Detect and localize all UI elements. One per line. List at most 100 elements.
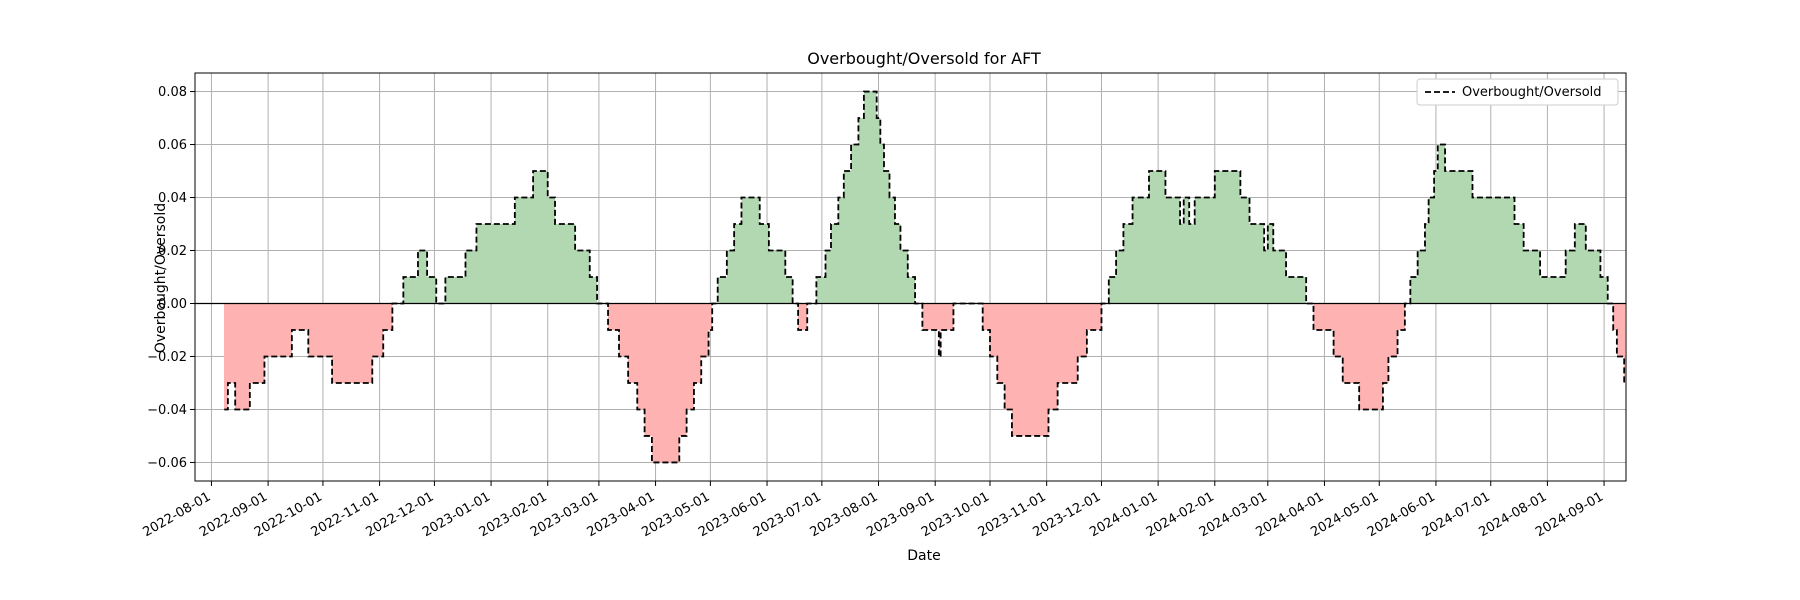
overbought-fill <box>1165 197 1181 304</box>
series-line-overbought-oversold <box>224 90 1626 464</box>
y-tick-label: 0.04 <box>158 191 187 206</box>
overbought-fill <box>889 197 895 304</box>
overbought-fill <box>900 250 908 304</box>
oversold-fill <box>1313 303 1334 330</box>
overbought-fill <box>838 197 844 304</box>
overbought-fill <box>894 224 901 304</box>
overbought-fill <box>843 171 852 304</box>
oversold-fill <box>227 303 236 383</box>
oversold-fill <box>922 303 939 330</box>
oversold-fill <box>708 303 713 330</box>
oversold-fill <box>249 303 265 383</box>
overbought-fill <box>1445 171 1473 304</box>
overbought-fill <box>1264 250 1268 304</box>
overbought-fill <box>880 144 884 304</box>
oversold-fill <box>383 303 393 330</box>
overbought-fill <box>1565 250 1575 304</box>
overbought-fill <box>1214 171 1241 304</box>
overbought-fill <box>1249 224 1265 304</box>
overbought-fill <box>1410 277 1418 304</box>
overbought-fill <box>858 118 864 304</box>
oversold-fill <box>1004 303 1012 410</box>
oversold-fill <box>332 303 373 383</box>
oversold-fill <box>1048 303 1058 410</box>
chart-title: Overbought/Oversold for AFT <box>807 49 1041 68</box>
oversold-fill <box>264 303 292 357</box>
oversold-fill <box>990 303 998 357</box>
y-axis: −0.06 −0.04 −0.02 0.00 0.02 0.04 0.06 0.08 <box>147 85 195 471</box>
overbought-fill <box>851 144 859 304</box>
oversold-fill <box>628 303 638 383</box>
oversold-fill <box>1397 303 1405 330</box>
legend: Overbought/Oversold <box>1416 78 1619 106</box>
legend-label: Overbought/Oversold <box>1462 85 1602 100</box>
overbought-fill <box>1123 224 1133 304</box>
oversold-fill <box>1333 303 1343 357</box>
overbought-fill <box>1424 224 1429 304</box>
series-lines <box>224 90 1626 464</box>
overbought-fill <box>427 277 437 304</box>
overbought-fill <box>1180 224 1184 304</box>
overbought-fill <box>768 250 786 304</box>
y-tick-label: 0.02 <box>158 244 187 259</box>
overbought-fill <box>1183 197 1190 304</box>
oversold-fill <box>997 303 1005 383</box>
overbought-fill <box>555 224 576 304</box>
overbought-fill <box>1514 224 1524 304</box>
overbought-fill <box>884 171 890 304</box>
overbought-fill <box>575 250 590 304</box>
oversold-fill <box>224 303 228 410</box>
oversold-fill <box>1382 303 1389 383</box>
area-fills <box>224 91 1626 463</box>
oversold-fill <box>1086 303 1102 330</box>
y-tick-label: −0.06 <box>147 456 187 471</box>
overbought-fill <box>465 250 477 304</box>
overbought-fill <box>1267 224 1274 304</box>
oversold-fill <box>693 303 702 383</box>
overbought-fill <box>734 224 742 304</box>
oversold-fill <box>701 303 709 357</box>
oversold-fill <box>1077 303 1087 357</box>
oversold-fill <box>651 303 680 463</box>
overbought-fill <box>417 250 428 304</box>
overbought-fill <box>1132 197 1149 304</box>
plot-frame <box>194 72 1627 482</box>
overbought-fill <box>717 277 727 304</box>
x-axis-label: Date <box>907 548 940 564</box>
oversold-fill <box>686 303 694 410</box>
oversold-fill <box>308 303 333 357</box>
oversold-fill <box>608 303 619 330</box>
overbought-fill <box>1437 144 1446 304</box>
oversold-fill <box>637 303 645 410</box>
overbought-fill <box>1600 277 1608 304</box>
oversold-fill <box>940 303 954 330</box>
oversold-fill <box>235 303 250 410</box>
oversold-fill <box>291 303 309 330</box>
y-tick-label: 0.06 <box>158 138 187 153</box>
oversold-fill <box>1624 303 1626 383</box>
y-axis-label: Overbought/Oversold <box>153 203 169 353</box>
oversold-fill <box>1359 303 1383 410</box>
oversold-fill <box>1613 303 1617 330</box>
overbought-fill <box>1585 250 1601 304</box>
overbought-fill <box>825 250 831 304</box>
overbought-fill <box>1108 277 1117 304</box>
overbought-fill <box>785 277 793 304</box>
oversold-fill <box>1057 303 1078 383</box>
overbought-fill <box>907 277 916 304</box>
oversold-fill <box>982 303 990 330</box>
overbought-fill <box>1574 224 1586 304</box>
overbought-fill <box>1417 250 1425 304</box>
overbought-fill <box>476 224 515 304</box>
oversold-fill <box>372 303 384 357</box>
overbought-fill <box>547 197 556 304</box>
overbought-fill <box>533 171 548 304</box>
overbought-fill <box>1149 171 1166 304</box>
overbought-fill <box>1523 250 1541 304</box>
overbought-fill <box>403 277 418 304</box>
overbought-fill <box>1286 277 1307 304</box>
overbought-fill <box>1434 171 1438 304</box>
oversold-fill <box>1616 303 1625 357</box>
overbought-fill <box>726 250 735 304</box>
